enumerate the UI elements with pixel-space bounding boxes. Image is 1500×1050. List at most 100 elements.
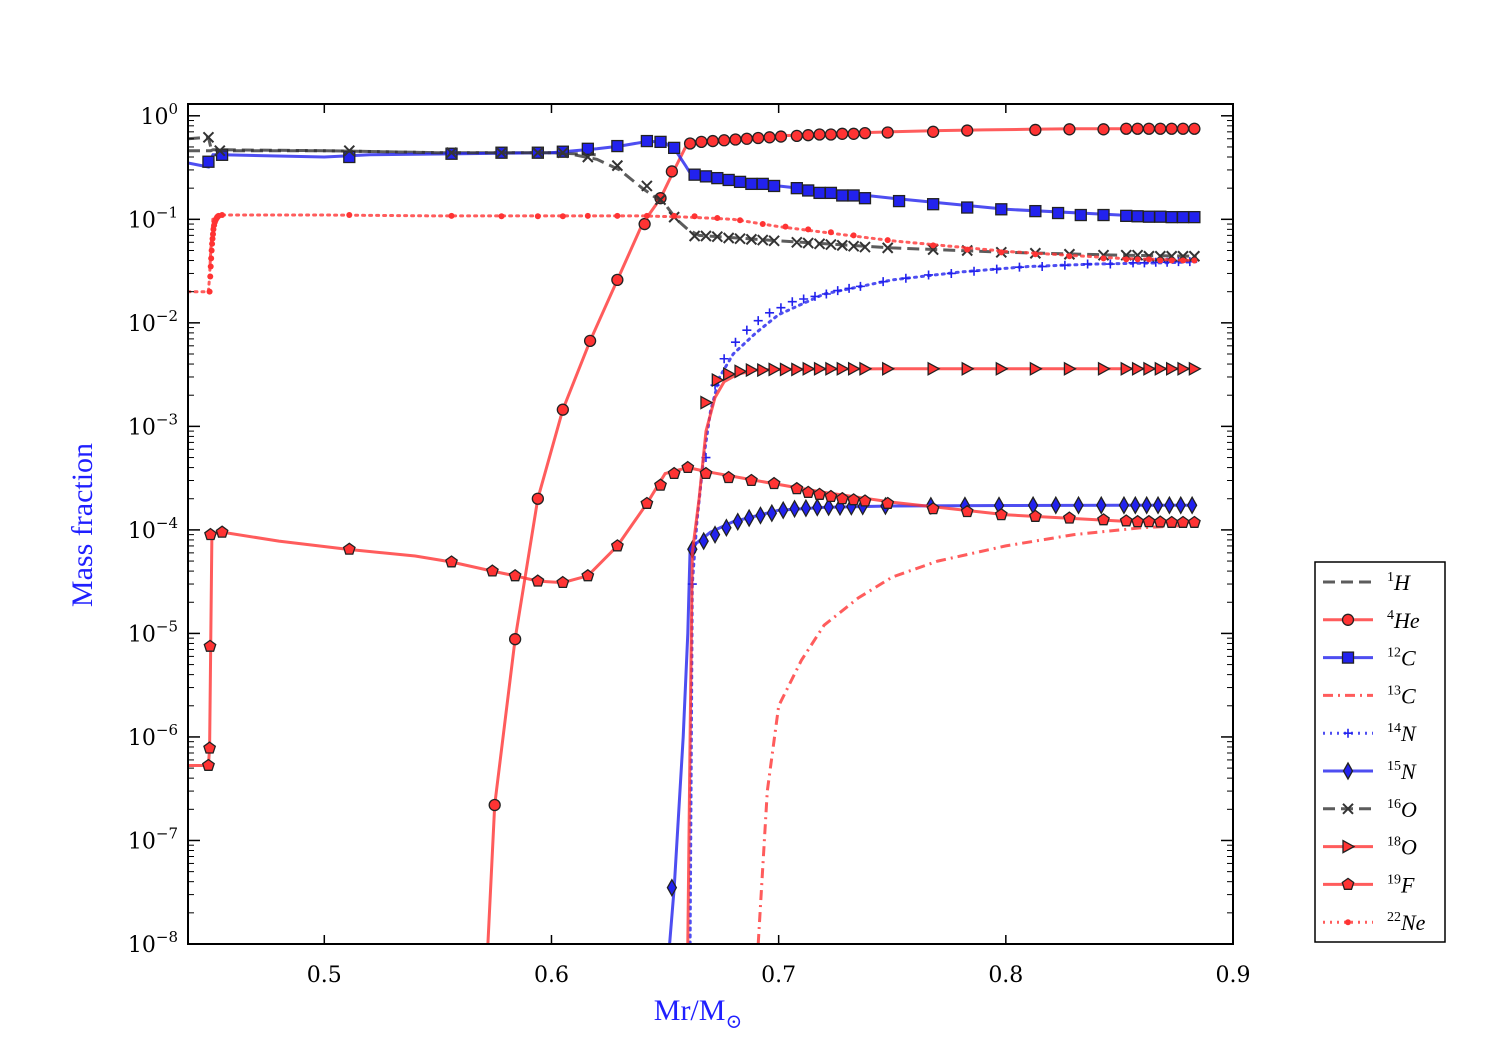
data-point-22Ne — [1066, 253, 1073, 260]
data-point-18O — [847, 361, 861, 376]
data-point-4He — [961, 124, 974, 137]
data-point-18O — [836, 361, 850, 376]
data-point-12C — [926, 198, 940, 211]
data-point-16O — [847, 240, 860, 252]
data-point-18O — [745, 362, 759, 378]
y-axis-ticks: 10−8 10−7 10−6 10−5 10−4 10−3 10−2 10−1 100 — [128, 100, 1233, 958]
data-point-14N — [799, 294, 809, 304]
data-point-22Ne — [219, 212, 226, 219]
data-point-4He — [752, 131, 765, 145]
data-point-19F — [531, 574, 545, 587]
y-tick-label: 10−4 — [128, 514, 178, 544]
data-point-4He — [881, 126, 894, 139]
data-point-15N — [1175, 495, 1186, 515]
data-point-16O — [688, 230, 701, 242]
data-point-4He — [1142, 122, 1156, 135]
legend-label: 19F — [1387, 872, 1415, 897]
data-point-18O — [723, 366, 737, 382]
data-point-14N — [969, 266, 979, 276]
data-point-12C — [1120, 209, 1133, 223]
data-point-19F — [204, 527, 217, 541]
data-point-12C — [836, 189, 849, 202]
data-point-19F — [485, 564, 499, 577]
data-point-16O — [495, 147, 508, 159]
series-22Ne — [188, 212, 1199, 295]
data-point-19F — [744, 473, 758, 487]
series-line-13C — [756, 523, 1197, 944]
x-axis-title: Mr/M⊙ — [654, 994, 742, 1033]
data-point-18O — [859, 361, 873, 376]
data-point-15N — [823, 497, 834, 517]
data-point-15N — [709, 525, 721, 544]
data-point-19F — [203, 639, 217, 652]
data-point-12C — [733, 175, 747, 189]
y-tick-label: 10−2 — [128, 307, 178, 337]
series-19F — [188, 460, 1201, 771]
data-point-19F — [994, 507, 1008, 521]
data-point-18O — [927, 361, 941, 376]
data-point-4He — [1154, 122, 1167, 135]
data-point-22Ne — [964, 246, 971, 253]
data-point-22Ne — [737, 217, 744, 224]
series-line-18O — [686, 367, 1197, 944]
data-point-4He — [763, 131, 776, 144]
data-point-19F — [201, 758, 215, 771]
data-point-19F — [1062, 511, 1076, 524]
data-point-15N — [698, 531, 709, 551]
data-point-18O — [779, 362, 793, 377]
data-point-4He — [531, 492, 544, 505]
data-point-15N — [1152, 495, 1164, 515]
data-point-16O — [445, 147, 458, 159]
data-point-16O — [1188, 250, 1201, 262]
data-point-15N — [732, 512, 744, 532]
data-point-12C — [1097, 208, 1110, 222]
legend-marker — [1345, 919, 1351, 926]
data-point-12C — [1154, 210, 1167, 223]
data-point-12C — [858, 192, 872, 205]
data-point-12C — [1165, 210, 1178, 224]
data-point-15N — [1118, 495, 1130, 515]
data-point-14N — [833, 286, 843, 296]
data-point-18O — [1120, 361, 1134, 376]
data-point-19F — [1028, 509, 1042, 522]
data-point-15N — [1141, 495, 1152, 515]
data-point-12C — [711, 171, 724, 185]
legend-item-13C: 13C — [1323, 683, 1416, 708]
series-line-22Ne — [188, 213, 1199, 294]
data-point-16O — [1097, 249, 1110, 261]
data-point-12C — [202, 155, 215, 168]
data-point-19F — [667, 466, 681, 480]
legend-marker — [1341, 877, 1355, 890]
data-point-4He — [1120, 122, 1133, 135]
data-point-18O — [802, 361, 816, 376]
legend-marker — [1342, 839, 1356, 854]
legend-label: 22Ne — [1387, 910, 1426, 935]
data-point-14N — [901, 273, 911, 283]
data-point-12C — [892, 194, 906, 208]
data-point-14N — [821, 289, 831, 299]
data-point-19F — [699, 466, 713, 480]
data-point-4He — [1131, 122, 1144, 135]
data-point-4He — [611, 273, 624, 287]
data-point-14N — [765, 308, 775, 318]
data-point-18O — [882, 361, 896, 376]
data-point-22Ne — [559, 213, 566, 220]
data-point-14N — [992, 264, 1002, 274]
y-tick-label: 10−1 — [128, 203, 178, 233]
data-point-22Ne — [759, 221, 766, 228]
data-point-16O — [768, 235, 780, 247]
data-point-4He — [1176, 122, 1190, 135]
data-point-12C — [756, 177, 769, 191]
data-point-18O — [757, 362, 771, 378]
legend-box — [1314, 561, 1446, 943]
data-point-22Ne — [998, 249, 1005, 256]
data-point-16O — [836, 239, 848, 252]
data-point-16O — [859, 241, 871, 253]
data-point-18O — [1166, 361, 1180, 376]
legend-item-18O: 18O — [1323, 835, 1417, 860]
data-point-4He — [1063, 123, 1076, 136]
data-point-16O — [791, 236, 803, 248]
data-point-22Ne — [614, 212, 621, 219]
data-point-4He — [729, 133, 742, 146]
data-point-19F — [1142, 514, 1156, 528]
